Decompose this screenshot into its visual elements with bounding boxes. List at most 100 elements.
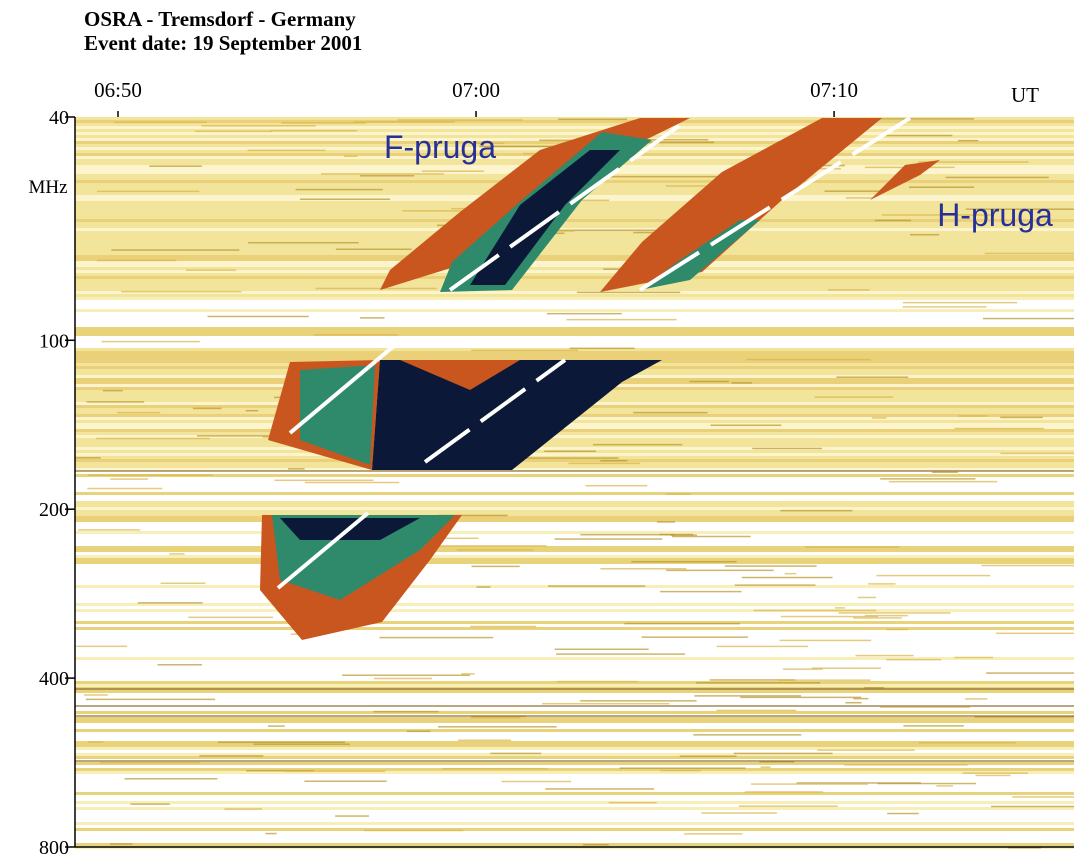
texture — [75, 804, 1074, 807]
texture — [75, 774, 1074, 777]
texture — [344, 155, 357, 157]
texture — [75, 732, 1074, 735]
texture — [555, 538, 663, 540]
texture — [75, 459, 1074, 462]
texture — [846, 197, 873, 199]
texture — [75, 696, 1074, 699]
texture — [545, 788, 654, 790]
texture — [75, 222, 1074, 225]
texture — [75, 540, 1074, 543]
texture — [88, 474, 213, 476]
texture — [75, 432, 1074, 435]
texture — [751, 783, 868, 785]
texture — [875, 220, 911, 222]
texture — [761, 766, 771, 768]
texture — [75, 504, 1074, 507]
texture — [75, 210, 1074, 213]
texture — [75, 309, 1074, 312]
texture — [76, 457, 101, 459]
texture — [631, 561, 736, 563]
texture — [731, 382, 752, 384]
texture — [75, 498, 1074, 501]
texture — [444, 538, 479, 540]
texture — [248, 242, 359, 244]
texture — [75, 798, 1074, 801]
texture — [97, 260, 176, 262]
texture — [548, 585, 645, 587]
texture — [471, 717, 520, 719]
texture — [557, 681, 638, 683]
texture — [725, 565, 817, 567]
texture — [75, 531, 1074, 534]
x-axis-label: UT — [1011, 83, 1039, 107]
texture — [75, 813, 1074, 816]
texture — [75, 822, 1074, 825]
texture — [75, 705, 1074, 707]
texture — [75, 225, 1074, 228]
texture — [75, 261, 1074, 264]
texture — [996, 633, 1074, 635]
texture — [75, 591, 1074, 594]
texture — [965, 698, 987, 700]
texture — [208, 316, 309, 318]
texture — [75, 717, 1074, 720]
texture — [568, 463, 640, 465]
texture — [75, 690, 1074, 693]
chart: OSRA - Tremsdorf - Germany Event date: 1… — [0, 0, 1074, 854]
texture — [75, 636, 1074, 639]
texture — [740, 697, 861, 699]
texture — [75, 663, 1074, 666]
texture — [600, 568, 686, 570]
texture — [380, 637, 494, 639]
texture — [75, 420, 1074, 423]
texture — [75, 258, 1074, 261]
texture — [78, 529, 140, 531]
texture — [75, 831, 1074, 834]
texture — [461, 673, 475, 675]
texture — [199, 755, 263, 757]
texture — [75, 357, 1074, 360]
texture — [754, 610, 877, 612]
texture — [739, 805, 838, 807]
texture — [75, 816, 1074, 819]
texture — [75, 288, 1074, 291]
texture — [954, 657, 993, 659]
texture — [75, 426, 1074, 429]
texture — [75, 522, 1074, 525]
texture — [75, 264, 1074, 267]
texture — [96, 438, 210, 440]
texture — [268, 725, 285, 727]
texture — [75, 231, 1074, 234]
y-tick-label: 40 — [49, 107, 69, 129]
texture — [75, 840, 1074, 843]
texture — [75, 834, 1074, 837]
texture — [502, 781, 572, 783]
texture — [75, 558, 1074, 561]
texture — [903, 306, 987, 308]
texture — [75, 543, 1074, 546]
texture — [835, 607, 845, 609]
texture — [75, 429, 1074, 432]
texture — [188, 617, 273, 619]
texture — [883, 135, 952, 137]
texture — [75, 729, 1074, 732]
texture — [266, 833, 277, 835]
texture — [735, 584, 816, 586]
texture — [111, 249, 239, 251]
texture — [981, 565, 1074, 567]
texture — [785, 573, 797, 575]
texture — [75, 639, 1074, 642]
texture — [75, 330, 1074, 333]
texture — [335, 815, 369, 817]
texture — [75, 470, 1074, 472]
texture — [955, 428, 1044, 430]
texture — [458, 740, 511, 742]
texture — [886, 629, 908, 631]
texture — [75, 519, 1074, 522]
texture — [130, 803, 169, 805]
texture — [75, 510, 1074, 513]
texture — [693, 734, 801, 736]
texture — [666, 493, 691, 495]
texture — [75, 642, 1074, 645]
texture — [716, 710, 796, 712]
